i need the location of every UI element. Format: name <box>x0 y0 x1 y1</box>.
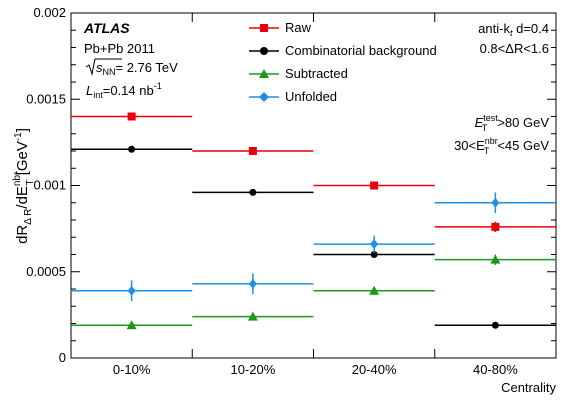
data-point-subtracted <box>369 285 380 295</box>
sqrt-sign <box>85 58 122 76</box>
et-test-sub: T <box>482 123 488 133</box>
y-tick-label: 0.0015 <box>26 91 66 106</box>
data-point-raw <box>491 222 500 231</box>
y-tick-label: 0.001 <box>33 178 66 193</box>
dr-label: 0.8<ΔR<1.6 <box>480 41 549 56</box>
atlas-label: ATLAS <box>83 20 130 36</box>
data-point-raw <box>127 112 136 121</box>
et-test-label: Etest T >80 GeV <box>475 113 550 133</box>
data-point-unfolded <box>248 278 257 289</box>
x-tick-label: 0-10% <box>113 362 151 377</box>
energy-value: = 2.76 TeV <box>116 60 179 75</box>
et-nbr-pre: 30<E <box>454 138 485 153</box>
data-point-raw <box>370 181 379 190</box>
lumi-value: =0.14 nb <box>103 83 154 98</box>
y-tick-label: 0.002 <box>33 5 66 20</box>
data-point-unfolded <box>491 197 500 208</box>
energy-label: sNN= 2.76 TeV <box>85 58 178 77</box>
legend-item-subtracted: Subtracted <box>249 66 348 81</box>
y-tick-label: 0.0005 <box>26 264 66 279</box>
y-axis-label-close: ] <box>14 128 31 132</box>
y-axis-label-sub2: T <box>25 180 36 186</box>
legend-label-subtracted: Subtracted <box>285 66 348 81</box>
y-axis-label-main: dR <box>14 225 31 244</box>
series-combinatorial-background <box>71 145 556 329</box>
data-point-combinatorial-background <box>491 321 499 329</box>
legend-marker-background <box>260 47 268 55</box>
x-tick-label: 10-20% <box>230 362 275 377</box>
legend-label-unfolded: Unfolded <box>285 89 337 104</box>
lumi-l: L <box>86 83 93 98</box>
data-point-combinatorial-background <box>370 251 378 258</box>
algo-text: anti-k <box>478 21 510 36</box>
y-axis-label: dRΔ R/dEnbr T [GeV-1] <box>12 128 36 244</box>
y-axis-label-unit-sup: -1 <box>13 132 24 141</box>
et-nbr-sup: nbr <box>485 136 498 146</box>
y-axis-label-mid: /dE <box>14 186 31 209</box>
energy-sub: NN <box>103 67 116 77</box>
lumi-sup: -1 <box>154 81 162 91</box>
legend-marker-subtracted <box>259 69 269 78</box>
data-point-unfolded <box>127 285 136 296</box>
legend-marker-raw <box>260 24 268 32</box>
system-label: Pb+Pb 2011 <box>84 41 155 56</box>
legend-label-raw: Raw <box>285 20 312 35</box>
algo-rest: d=0.4 <box>512 21 549 36</box>
et-nbr-sub: T <box>484 146 490 156</box>
y-axis-label-sup: nbr <box>12 171 23 186</box>
legend: Raw Combinatorial background Subtracted … <box>249 20 437 104</box>
series-unfolded <box>71 192 556 302</box>
data-point-subtracted <box>247 311 258 321</box>
y-axis-label-unit: [GeV <box>14 141 31 179</box>
x-tick-label: 40-80% <box>473 362 518 377</box>
energy-s: s <box>96 60 103 75</box>
legend-item-background: Combinatorial background <box>249 43 437 58</box>
et-test-rest: >80 GeV <box>497 115 549 130</box>
data-point-raw <box>248 147 257 155</box>
et-nbr-rest: <45 GeV <box>497 138 549 153</box>
lumi-sub: int <box>93 90 103 100</box>
algo-sub: t <box>510 28 513 38</box>
data-point-combinatorial-background <box>249 188 257 196</box>
series-raw <box>71 112 556 233</box>
data-point-unfolded <box>370 239 379 250</box>
data-point-combinatorial-background <box>128 145 136 153</box>
y-axis-label-sub1: Δ R <box>23 209 34 225</box>
et-nbr-label: 30<Enbr T <45 GeV <box>454 136 549 156</box>
svg-text:sNN= 2.76 TeV: sNN= 2.76 TeV <box>96 60 178 77</box>
data-point-subtracted <box>126 320 137 330</box>
data-point-subtracted <box>490 254 501 264</box>
lumi-label: Lint=0.14 nb-1 <box>86 81 162 100</box>
legend-marker-unfolded <box>259 92 269 102</box>
legend-label-background: Combinatorial background <box>285 43 437 58</box>
series-subtracted <box>71 254 556 330</box>
et-test-e: E <box>475 115 484 130</box>
legend-item-raw: Raw <box>249 20 312 35</box>
x-axis-label: Centrality <box>501 380 556 395</box>
et-test-sup: test <box>483 113 498 123</box>
legend-item-unfolded: Unfolded <box>249 89 337 104</box>
y-tick-label: 0 <box>59 350 66 365</box>
algo-label: anti-kt d=0.4 <box>478 21 549 38</box>
x-tick-label: 20-40% <box>352 362 397 377</box>
